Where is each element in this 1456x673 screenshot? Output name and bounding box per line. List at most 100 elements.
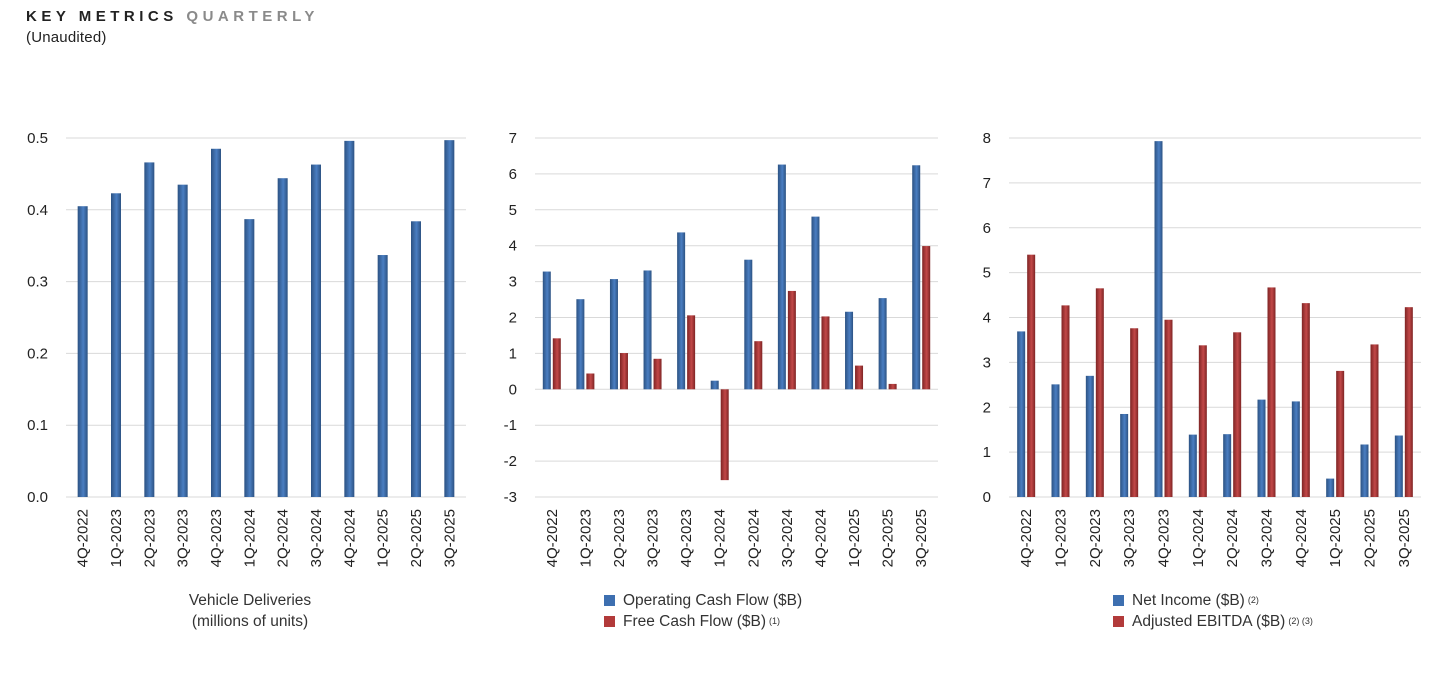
bar-operating-cash-flow-b--2q-2023 bbox=[609, 279, 618, 390]
bar-adjusted-ebitda-b--2q-2025 bbox=[1370, 344, 1379, 497]
bar-adjusted-ebitda-b--1q-2025 bbox=[1336, 370, 1345, 497]
x-tick-label: 1Q-2024 bbox=[1190, 509, 1207, 567]
x-tick-label: 1Q-2023 bbox=[577, 509, 594, 567]
x-tick-label: 2Q-2023 bbox=[141, 509, 158, 567]
x-tick-label: 3Q-2023 bbox=[175, 509, 192, 567]
bar-free-cash-flow-b--1q-2025 bbox=[855, 365, 864, 390]
x-tick-label: 4Q-2024 bbox=[1293, 509, 1310, 567]
cash-legend: Operating Cash Flow ($B) Free Cash Flow … bbox=[604, 590, 802, 632]
bar-free-cash-flow-b--3q-2023 bbox=[653, 358, 662, 390]
y-tick-label: 4 bbox=[509, 238, 517, 255]
x-tick-label: 1Q-2023 bbox=[108, 509, 125, 567]
legend-label-free-cash-flow: Free Cash Flow ($B) bbox=[623, 613, 766, 630]
legend-label-adjusted-ebitda: Adjusted EBITDA ($B) bbox=[1132, 613, 1286, 630]
bar-operating-cash-flow-b--2q-2024 bbox=[744, 259, 753, 390]
legend-swatch-red bbox=[1113, 616, 1124, 627]
x-tick-label: 3Q-2024 bbox=[779, 509, 796, 567]
deliveries-chart: 0.0 0.1 0.2 0.3 0.4 0.5 4Q-2022 1Q-2023 2Q-2023 3… bbox=[27, 130, 466, 567]
bar-free-cash-flow-b--3q-2024 bbox=[787, 290, 796, 390]
bar-operating-cash-flow-b--4q-2022 bbox=[542, 271, 551, 390]
bar-net-income-b--4q-2022 bbox=[1017, 331, 1026, 497]
deliveries-legend-line1: Vehicle Deliveries bbox=[188, 592, 312, 609]
bar-free-cash-flow-b--4q-2022 bbox=[552, 338, 561, 390]
legend-item-free-cash-flow: Free Cash Flow ($B) (1) bbox=[604, 611, 802, 632]
y-tick-label: 0.4 bbox=[27, 202, 48, 219]
bar-free-cash-flow-b--2q-2023 bbox=[619, 353, 628, 390]
bar-free-cash-flow-b--3q-2025 bbox=[922, 246, 931, 390]
x-tick-label: 3Q-2023 bbox=[645, 509, 662, 567]
bar-free-cash-flow-b--4q-2024 bbox=[821, 316, 830, 390]
legend-swatch-blue bbox=[1113, 595, 1124, 606]
x-tick-label: 3Q-2025 bbox=[441, 509, 458, 567]
bar-operating-cash-flow-b--1q-2023 bbox=[576, 299, 585, 390]
y-tick-label: -2 bbox=[504, 453, 517, 470]
bar-vehicle-deliveries-3q-2024 bbox=[311, 164, 321, 498]
bar-vehicle-deliveries-2q-2023 bbox=[144, 162, 155, 498]
bar-operating-cash-flow-b--2q-2025 bbox=[878, 298, 887, 390]
x-tick-label: 1Q-2025 bbox=[846, 509, 863, 567]
bar-adjusted-ebitda-b--3q-2023 bbox=[1130, 328, 1139, 497]
x-tick-label: 1Q-2024 bbox=[712, 509, 729, 567]
x-tick-label: 4Q-2022 bbox=[75, 509, 92, 567]
legend-label-operating-cash-flow: Operating Cash Flow ($B) bbox=[623, 592, 803, 609]
bar-net-income-b--2q-2023 bbox=[1085, 375, 1094, 497]
bar-operating-cash-flow-b--3q-2025 bbox=[912, 165, 921, 390]
bar-adjusted-ebitda-b--4q-2023 bbox=[1164, 319, 1173, 497]
bar-adjusted-ebitda-b--2q-2023 bbox=[1095, 288, 1104, 497]
x-tick-label: 2Q-2023 bbox=[1087, 509, 1104, 567]
x-tick-label: 4Q-2023 bbox=[1156, 509, 1173, 567]
deliveries-legend-line2: (millions of units) bbox=[191, 613, 309, 630]
x-tick-label: 2Q-2025 bbox=[880, 509, 897, 567]
bar-free-cash-flow-b--1q-2024 bbox=[720, 389, 729, 481]
y-tick-label: -1 bbox=[504, 417, 517, 434]
x-tick-label: 3Q-2025 bbox=[913, 509, 930, 567]
y-tick-label: 1 bbox=[509, 345, 517, 362]
bar-adjusted-ebitda-b--4q-2022 bbox=[1027, 254, 1036, 497]
bar-operating-cash-flow-b--3q-2024 bbox=[777, 164, 786, 390]
y-tick-label: 4 bbox=[983, 310, 991, 327]
bar-adjusted-ebitda-b--1q-2024 bbox=[1198, 345, 1207, 497]
y-tick-label: 0.1 bbox=[27, 417, 48, 434]
x-tick-label: 4Q-2022 bbox=[544, 509, 561, 567]
bar-vehicle-deliveries-4q-2023 bbox=[211, 148, 221, 497]
legend-item-net-income: Net Income ($B) (2) bbox=[1113, 590, 1313, 611]
y-tick-label: 3 bbox=[509, 274, 517, 291]
y-tick-label: 5 bbox=[983, 265, 991, 282]
y-tick-label: 7 bbox=[983, 175, 991, 192]
bar-net-income-b--1q-2024 bbox=[1188, 434, 1197, 497]
legend-swatch-red bbox=[604, 616, 615, 627]
y-tick-label: 0.0 bbox=[27, 489, 48, 506]
bar-vehicle-deliveries-1q-2025 bbox=[377, 255, 388, 497]
bar-operating-cash-flow-b--4q-2024 bbox=[811, 216, 820, 390]
legend-item-adjusted-ebitda: Adjusted EBITDA ($B) (2) (3) bbox=[1113, 611, 1313, 632]
legend-swatch-blue bbox=[604, 595, 615, 606]
cash-chart: -3 -2 -1 0 1 2 3 4 5 6 7 4Q-2022 1Q-2023 2Q-2023 3Q-20… bbox=[504, 130, 938, 567]
x-tick-label: 2Q-2024 bbox=[745, 509, 762, 567]
income-chart: 0 1 2 3 4 5 6 7 8 4Q-2022 1Q-2023 2Q-2023 3Q-2023 4Q-… bbox=[983, 130, 1421, 567]
page-header: KEY METRICS QUARTERLY (Unaudited) bbox=[26, 8, 319, 46]
bar-adjusted-ebitda-b--3q-2024 bbox=[1267, 287, 1276, 497]
bar-adjusted-ebitda-b--2q-2024 bbox=[1233, 332, 1242, 497]
legend-item-operating-cash-flow: Operating Cash Flow ($B) bbox=[604, 590, 802, 611]
y-tick-label: 6 bbox=[509, 166, 517, 183]
x-tick-label: 1Q-2025 bbox=[375, 509, 392, 567]
bar-operating-cash-flow-b--3q-2023 bbox=[643, 270, 652, 390]
bar-adjusted-ebitda-b--3q-2025 bbox=[1404, 307, 1413, 497]
y-tick-label: 0.5 bbox=[27, 130, 48, 147]
page-title: KEY METRICS QUARTERLY bbox=[26, 8, 319, 25]
x-tick-label: 1Q-2024 bbox=[241, 509, 258, 567]
footnote-marker: (2) (3) bbox=[1288, 616, 1313, 626]
bar-operating-cash-flow-b--4q-2023 bbox=[677, 232, 686, 390]
bar-net-income-b--1q-2025 bbox=[1326, 478, 1335, 497]
bar-net-income-b--3q-2024 bbox=[1257, 399, 1266, 497]
bar-net-income-b--3q-2023 bbox=[1120, 413, 1129, 497]
title-accent: QUARTERLY bbox=[186, 8, 319, 25]
y-tick-label: 3 bbox=[983, 354, 991, 371]
legend-label-net-income: Net Income ($B) bbox=[1132, 592, 1245, 609]
x-tick-label: 4Q-2023 bbox=[678, 509, 695, 567]
bar-net-income-b--3q-2025 bbox=[1394, 435, 1403, 497]
y-tick-label: -3 bbox=[504, 489, 517, 506]
bar-net-income-b--4q-2023 bbox=[1154, 141, 1163, 498]
y-tick-label: 7 bbox=[509, 130, 517, 147]
